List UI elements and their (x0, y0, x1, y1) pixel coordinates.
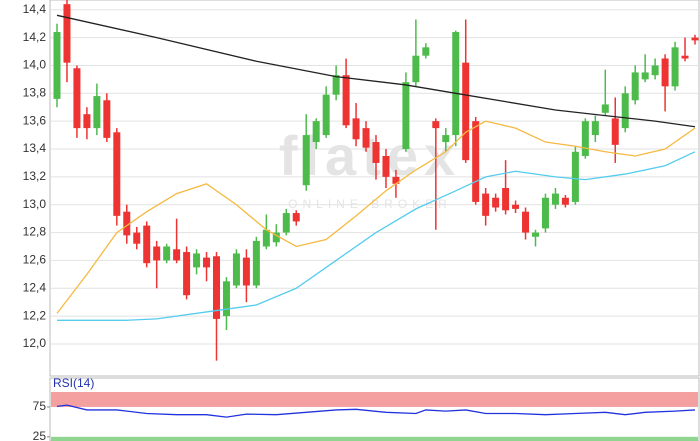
candle-body (512, 204, 520, 209)
candle-body (492, 197, 500, 208)
moving-average (56, 120, 696, 314)
rsi-zone (51, 436, 698, 441)
candle-body (591, 121, 599, 136)
candle-body (681, 55, 689, 59)
rsi-chart: 75 25 RSI(14) (33, 376, 698, 441)
y-tick-label: 13,0 (23, 197, 47, 211)
rsi-panel (49, 377, 700, 441)
candle-body (402, 82, 410, 150)
candle-body (432, 121, 440, 129)
candle-body (103, 100, 111, 138)
candle-body (113, 132, 121, 216)
candle-body (601, 104, 609, 113)
candle-body (621, 93, 629, 129)
candle-body (252, 240, 260, 286)
candle-body (452, 32, 460, 136)
y-tick-label: 13,4 (23, 141, 47, 155)
y-tick-label: 12,4 (23, 280, 47, 294)
candle-body (133, 232, 141, 244)
y-tick-label: 25 (33, 429, 47, 441)
rsi-label: RSI(14) (53, 376, 94, 390)
candle-body (312, 121, 320, 143)
candle-body (382, 155, 390, 177)
candle-body (641, 72, 649, 80)
candle-body (631, 72, 639, 101)
candle-body (691, 37, 699, 41)
y-tick-label: 14,2 (23, 30, 47, 44)
candle-body (412, 55, 420, 83)
candle-body (73, 68, 81, 129)
candle-body (242, 257, 250, 286)
candle-body (262, 229, 270, 247)
candle-body (53, 32, 61, 99)
candle-body (193, 253, 201, 268)
candle-body (213, 256, 220, 319)
candle-body (362, 128, 370, 148)
candle-body (532, 232, 539, 237)
candle-body (173, 249, 181, 261)
price-chart: 14,4 14,2 14,0 13,8 13,6 13,4 13,2 13,0 12,8 12,6… (23, 0, 699, 361)
y-tick-label: 13,2 (23, 169, 47, 183)
candle-body (571, 151, 579, 202)
candle-body (472, 121, 480, 202)
candle-body (143, 225, 151, 264)
candle-body (522, 211, 530, 233)
candle-body (611, 118, 619, 145)
candle-body (222, 281, 230, 317)
y-tick-label: 14,0 (23, 58, 47, 72)
candle-body (502, 188, 510, 211)
rsi-line (56, 404, 696, 418)
candle-body (372, 142, 380, 163)
candle-body (541, 197, 549, 229)
candle-body (123, 211, 131, 236)
y-tick-label: 13,8 (23, 85, 47, 99)
candle-body (153, 246, 161, 261)
moving-average (56, 14, 696, 128)
candle-body (332, 75, 340, 95)
y-tick-label: 12,8 (23, 225, 47, 239)
candle-body (422, 47, 430, 56)
candle-body (163, 246, 171, 261)
candle-body (671, 47, 679, 87)
candle-body (342, 75, 350, 126)
candle-body (661, 58, 669, 87)
candle-body (272, 232, 280, 243)
candle-body (292, 213, 300, 222)
candle-body (581, 121, 589, 156)
candle-body (561, 197, 569, 205)
candle-body (93, 96, 101, 129)
candle-body (203, 257, 211, 268)
candle-body (322, 94, 330, 136)
candle-body (392, 176, 400, 184)
candle-body (462, 62, 470, 161)
candle-body (232, 253, 240, 286)
watermark-subtitle: ONLINE BROKER (288, 197, 452, 211)
candle-body (282, 213, 290, 233)
y-tick-label: 75 (33, 399, 47, 413)
candle-body (302, 135, 310, 186)
y-tick-label: 13,6 (23, 113, 47, 127)
candle-body (442, 135, 450, 143)
y-tick-label: 12,6 (23, 253, 47, 267)
candle-body (352, 118, 360, 140)
price-panel (49, 0, 700, 377)
candle-body (482, 193, 490, 216)
candle-body (83, 114, 91, 129)
y-tick-label: 14,4 (23, 2, 47, 16)
candle-body (551, 193, 559, 205)
candle-body (63, 4, 71, 63)
rsi-zone (51, 392, 698, 407)
candle-body (183, 252, 191, 296)
moving-average (57, 151, 696, 321)
y-tick-label: 12,2 (23, 308, 47, 322)
y-tick-label: 12,0 (23, 336, 47, 350)
candle-body (651, 65, 659, 76)
